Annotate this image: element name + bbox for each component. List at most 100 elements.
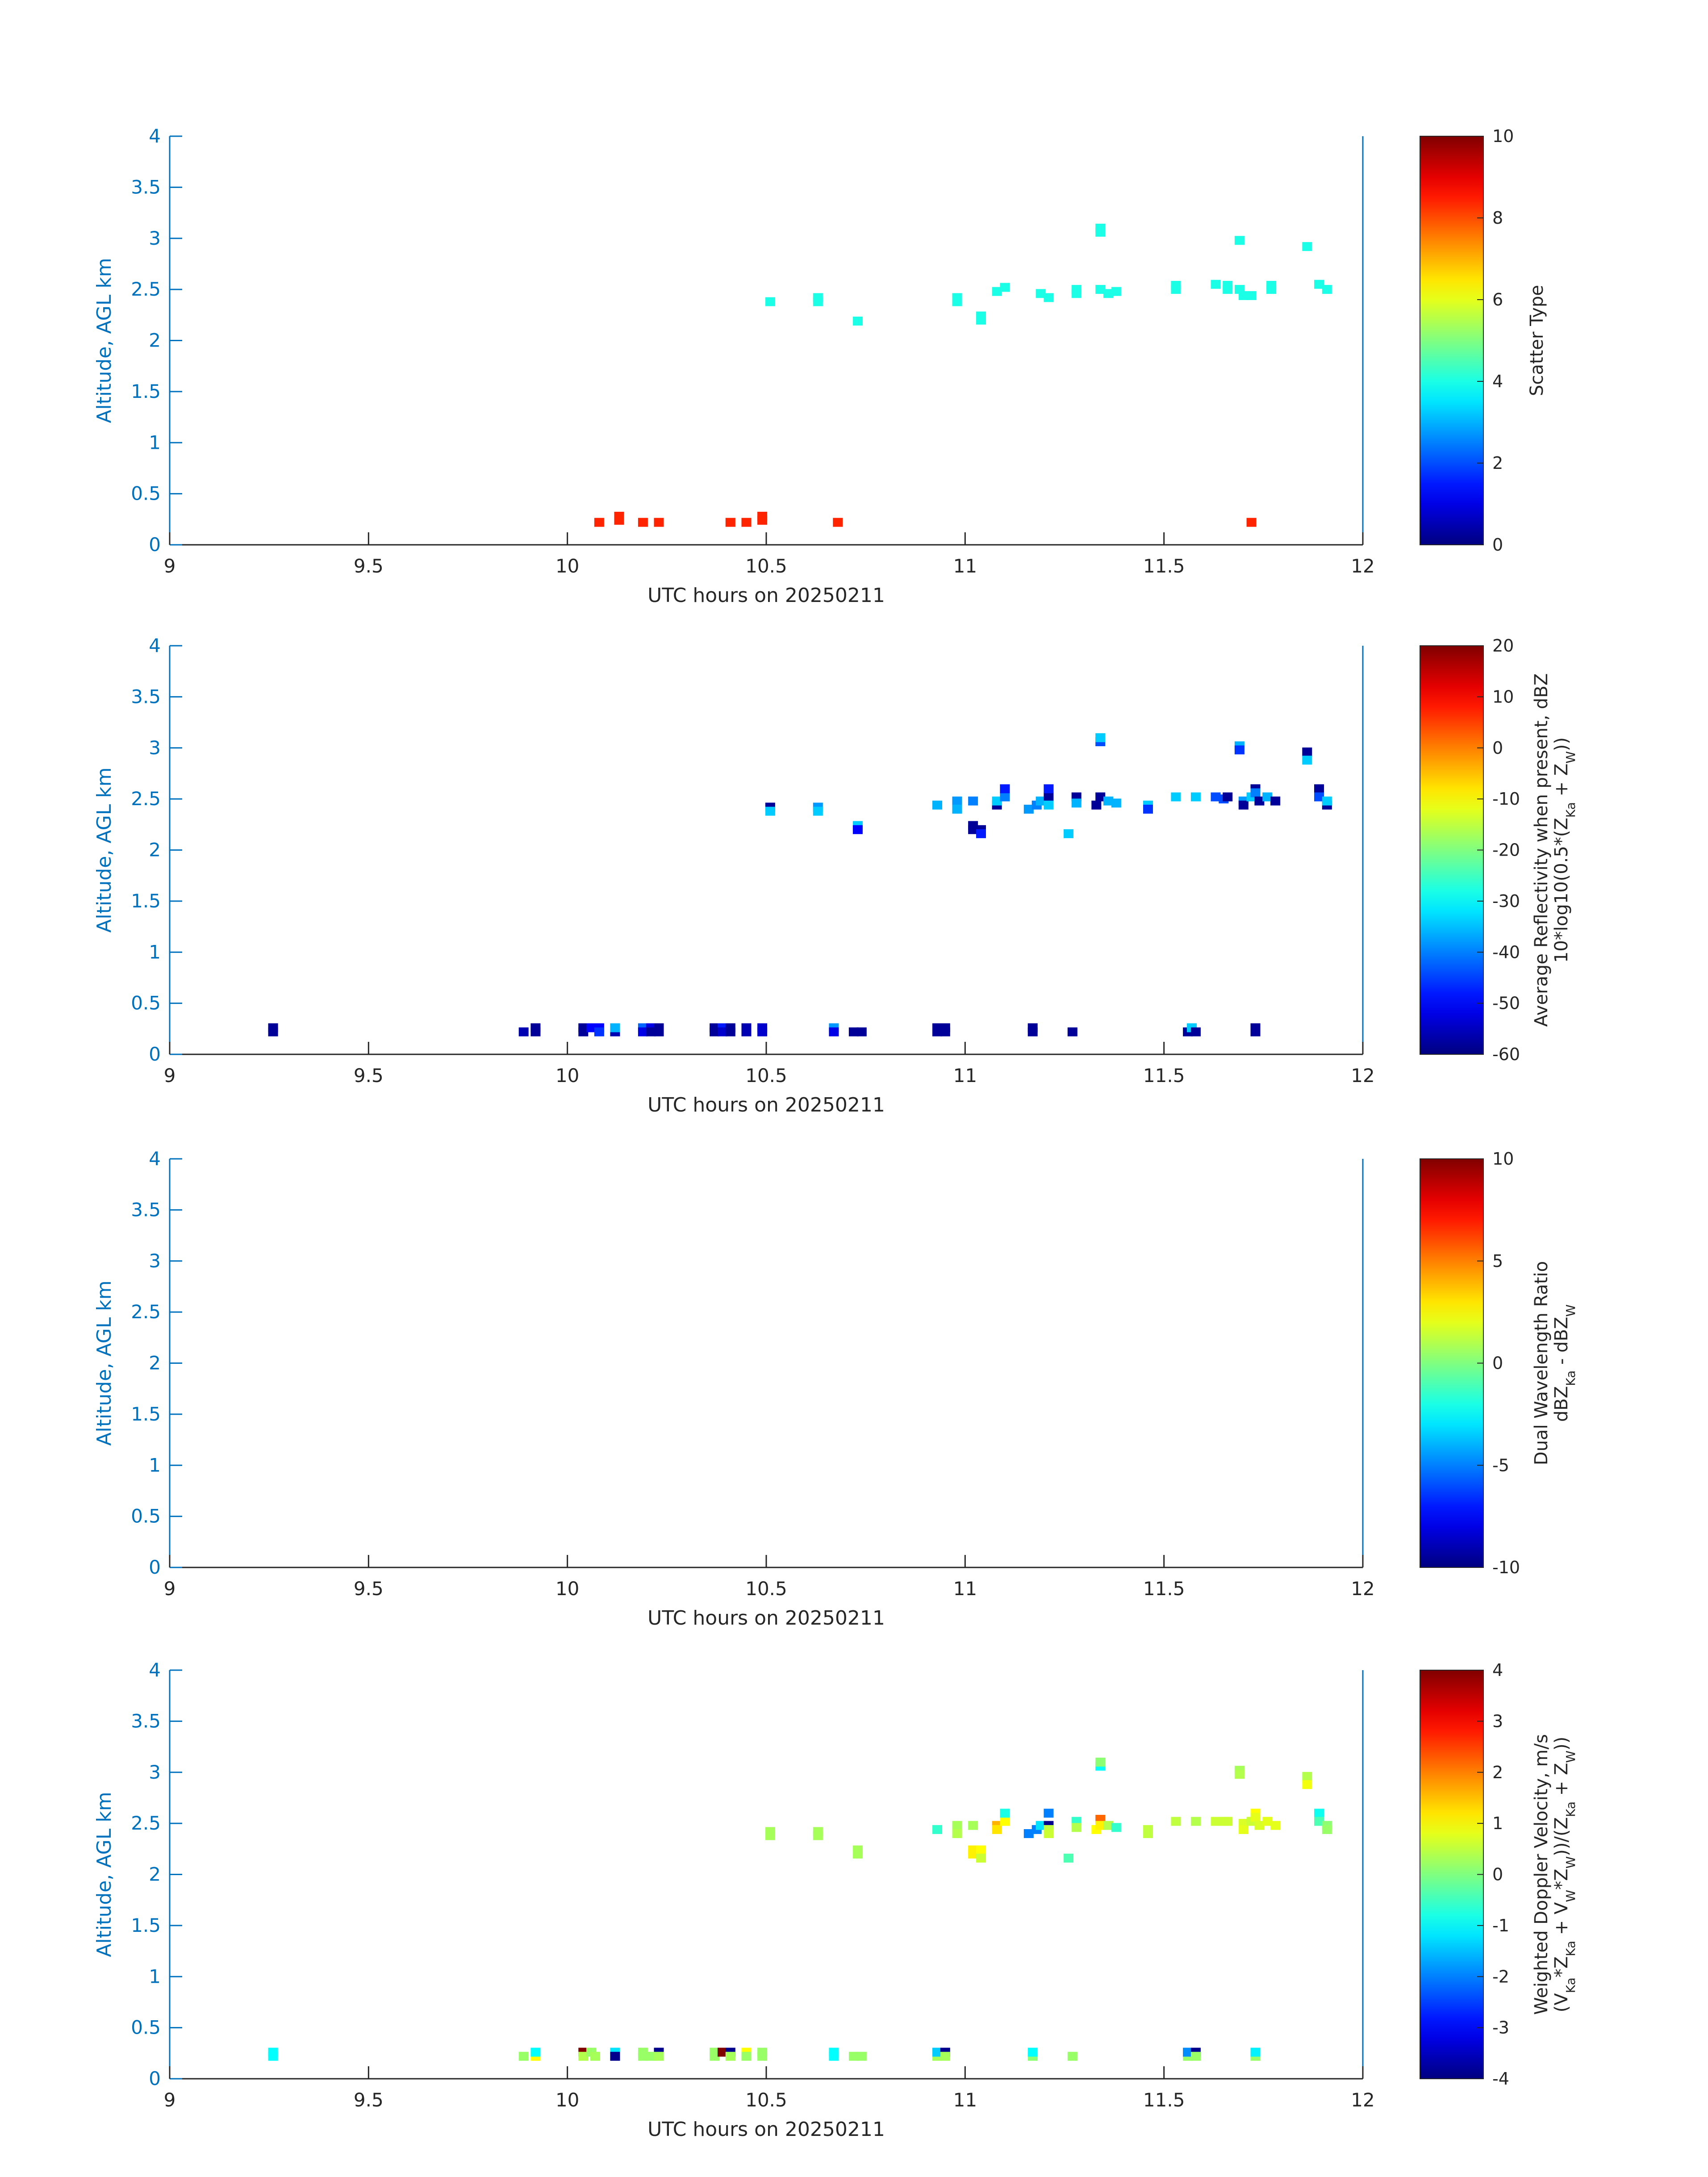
y-tick-label: 1 <box>149 1454 161 1476</box>
data-cell <box>1302 756 1312 765</box>
y-axis-label: Altitude, AGL km <box>93 1280 116 1446</box>
data-cell <box>1023 1829 1034 1838</box>
colorbar-tick-label: -3 <box>1492 2018 1509 2038</box>
y-tick-label: 0 <box>149 1043 161 1065</box>
y-tick-label: 4 <box>149 1148 161 1170</box>
x-tick-label: 11.5 <box>1143 1065 1185 1086</box>
data-cell <box>1071 1823 1082 1832</box>
data-cell <box>1254 1821 1265 1830</box>
data-cell <box>952 1829 962 1838</box>
x-tick-label: 11 <box>953 1578 977 1600</box>
data-cell <box>1036 1821 1046 1830</box>
data-cell <box>852 825 863 834</box>
y-tick-label: 3 <box>149 1761 161 1783</box>
data-cell <box>1036 796 1046 806</box>
y-tick-label: 0.5 <box>131 1505 161 1527</box>
x-tick-label: 10.5 <box>745 1578 787 1600</box>
data-cell <box>741 1023 752 1032</box>
data-cell <box>1270 796 1281 806</box>
colorbar-tick-label: 20 <box>1492 636 1514 656</box>
colorbar-tick-label: -30 <box>1492 891 1520 911</box>
colorbar-tick-label: -50 <box>1492 994 1520 1013</box>
data-cell <box>765 806 775 816</box>
data-cell <box>1067 2052 1077 2061</box>
data-cell <box>586 1023 597 1032</box>
data-cell <box>1190 2052 1201 2061</box>
x-tick-label: 12 <box>1351 1578 1374 1600</box>
colorbar-tick-label: 0 <box>1492 1865 1503 1885</box>
data-cell <box>1044 293 1054 302</box>
x-tick-label: 11.5 <box>1143 1578 1185 1600</box>
y-tick-label: 1.5 <box>131 1403 161 1425</box>
data-cell <box>1314 1817 1324 1826</box>
y-tick-label: 3 <box>149 227 161 249</box>
colorbar-tick-label: -1 <box>1492 1916 1509 1935</box>
data-cell <box>638 1027 648 1036</box>
data-cell <box>1044 792 1054 802</box>
y-tick-label: 3.5 <box>131 685 161 707</box>
data-cell <box>852 1849 863 1859</box>
data-cell <box>725 518 735 527</box>
x-axis-label: UTC hours on 20250211 <box>647 1607 885 1630</box>
colorbar-tick-label: 2 <box>1492 453 1503 473</box>
y-tick-label: 2 <box>149 330 161 351</box>
x-tick-label: 10.5 <box>745 2089 787 2111</box>
data-cell <box>765 1831 775 1840</box>
data-cell <box>725 1023 735 1032</box>
data-cell <box>710 2047 720 2057</box>
colorbar-tick-label: 10 <box>1492 126 1514 146</box>
data-cell <box>1095 285 1106 294</box>
colorbar-tick-label: 3 <box>1492 1711 1503 1731</box>
data-cell <box>1190 1027 1201 1036</box>
data-cell <box>1171 281 1181 290</box>
data-cell <box>848 2052 859 2061</box>
data-cell <box>765 297 775 306</box>
x-tick-label: 9.5 <box>354 1065 384 1086</box>
data-cell <box>1000 1817 1010 1826</box>
data-cell <box>1103 289 1113 298</box>
data-cell <box>976 829 986 838</box>
y-axis-label: Altitude, AGL km <box>93 258 116 423</box>
y-tick-label: 1 <box>149 431 161 453</box>
y-axis-label: Altitude, AGL km <box>93 1792 116 1957</box>
data-cell <box>940 2052 950 2061</box>
data-cell <box>976 1845 986 1855</box>
data-cell <box>578 2052 589 2061</box>
colorbar-tick-label: -4 <box>1492 2069 1509 2089</box>
data-cell <box>1063 829 1073 838</box>
data-cell <box>952 805 962 814</box>
y-tick-label: 0.5 <box>131 483 161 505</box>
data-cell <box>610 2052 620 2061</box>
data-cell <box>1190 1817 1201 1826</box>
data-cell <box>1302 747 1312 756</box>
data-cell <box>1027 1023 1038 1032</box>
data-cell <box>1067 1027 1077 1036</box>
colorbar-label: Dual Wavelength Ratio <box>1531 1261 1552 1465</box>
data-cell <box>594 518 604 527</box>
data-cell <box>968 1849 978 1859</box>
data-cell <box>1302 242 1312 251</box>
y-tick-label: 2.5 <box>131 1301 161 1323</box>
data-cell <box>1143 805 1153 814</box>
x-tick-label: 11 <box>953 2089 977 2111</box>
data-cell <box>940 1023 950 1032</box>
data-cell <box>718 2047 727 2057</box>
y-tick-label: 3 <box>149 1250 161 1272</box>
colorbar-tick-label: -10 <box>1492 1558 1520 1577</box>
x-axis-label: UTC hours on 20250211 <box>647 1094 885 1116</box>
data-cell <box>1322 796 1332 806</box>
data-cell <box>932 1825 942 1834</box>
data-cell <box>1044 1829 1054 1838</box>
data-cell <box>852 317 863 326</box>
data-cell <box>1246 291 1257 300</box>
data-cell <box>1250 2047 1261 2057</box>
x-tick-label: 10 <box>555 1578 579 1600</box>
x-tick-label: 11.5 <box>1143 555 1185 577</box>
data-cell <box>530 1023 541 1032</box>
data-cell <box>1095 733 1106 742</box>
data-cell <box>952 293 962 302</box>
data-cell <box>1000 283 1010 292</box>
